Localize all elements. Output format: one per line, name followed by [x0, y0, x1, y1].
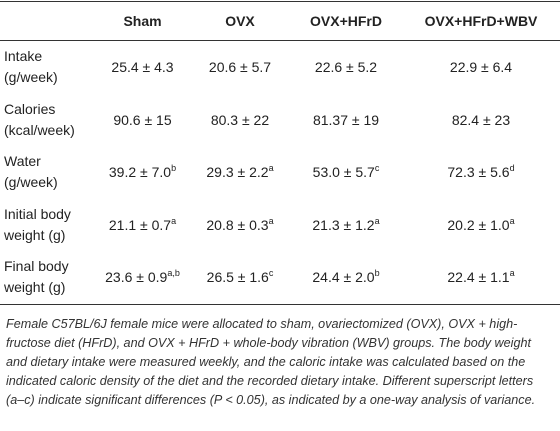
cell-superscript: c — [268, 268, 274, 279]
cell-value: 23.6 ± 0.9 — [105, 269, 168, 286]
column-header: OVX — [190, 1, 290, 41]
row-label-line: Calories — [4, 100, 56, 117]
cell-value: 20.8 ± 0.3 — [206, 216, 269, 233]
column-header: OVX+HFrD — [290, 1, 402, 41]
table-row: Water (g/week) 39.2 ± 7.0b 29.3 ± 2.2a 53.0 … — [0, 146, 560, 199]
table-cell: 22.6 ± 5.2 — [290, 41, 402, 94]
cell-value: 26.5 ± 1.6 — [206, 269, 269, 286]
row-label: Water (g/week) — [0, 146, 95, 199]
table-cell: 25.4 ± 4.3 — [95, 41, 190, 94]
cell-value: 72.3 ± 5.6 — [447, 164, 510, 181]
table-cell: 23.6 ± 0.9a,b — [95, 251, 190, 305]
cell-superscript: a — [509, 268, 515, 279]
cell-superscript: b — [171, 163, 177, 174]
table-cell: 22.4 ± 1.1a — [402, 251, 560, 305]
cell-value: 81.37 ± 19 — [312, 111, 380, 128]
cell-value: 80.3 ± 22 — [210, 111, 270, 128]
table-cell: 21.3 ± 1.2a — [290, 199, 402, 252]
row-label-line: (g/week) — [4, 69, 58, 86]
cell-value: 29.3 ± 2.2 — [206, 164, 269, 181]
header-empty — [0, 1, 95, 41]
cell-value: 20.2 ± 1.0 — [447, 216, 510, 233]
table-cell: 26.5 ± 1.6c — [190, 251, 290, 305]
row-label-line: weight (g) — [4, 226, 66, 243]
cell-value: 21.1 ± 0.7 — [108, 216, 172, 233]
table-body: Intake (g/week) 25.4 ± 4.3 20.6 ± 5.7 22.6 ±… — [0, 41, 560, 305]
cell-superscript: a — [171, 215, 177, 226]
table-row: Intake (g/week) 25.4 ± 4.3 20.6 ± 5.7 22.6 ±… — [0, 41, 560, 94]
cell-value: 22.9 ± 6.4 — [449, 59, 513, 76]
table-cell: 81.37 ± 19 — [290, 94, 402, 147]
table-cell: 39.2 ± 7.0b — [95, 146, 190, 199]
cell-superscript: a — [509, 215, 515, 226]
data-table: Sham OVX OVX+HFrD OVX+HFrD+WBV Intake (g/wee… — [0, 1, 560, 305]
cell-value: 21.3 ± 1.2 — [312, 216, 375, 233]
cell-superscript: a — [374, 215, 380, 226]
cell-value: 22.6 ± 5.2 — [314, 59, 378, 76]
cell-value: 25.4 ± 4.3 — [111, 59, 174, 76]
cell-value: 20.6 ± 5.7 — [208, 59, 272, 76]
cell-superscript: c — [374, 163, 380, 174]
table-row: Final body weight (g) 23.6 ± 0.9a,b 26.5 ± … — [0, 251, 560, 305]
table-cell: 21.1 ± 0.7a — [95, 199, 190, 252]
row-label-line: Water — [4, 153, 41, 170]
header-row: Sham OVX OVX+HFrD OVX+HFrD+WBV — [0, 1, 560, 41]
cell-superscript: d — [509, 163, 515, 174]
cell-superscript: a — [268, 163, 274, 174]
table-row: Calories (kcal/week) 90.6 ± 15 80.3 ± 22 81.… — [0, 94, 560, 147]
row-label-line: (kcal/week) — [4, 121, 75, 138]
column-header: OVX+HFrD+WBV — [402, 1, 560, 41]
table-cell: 24.4 ± 2.0b — [290, 251, 402, 305]
row-label-line: Final body — [4, 258, 69, 275]
table-cell: 90.6 ± 15 — [95, 94, 190, 147]
table-cell: 29.3 ± 2.2a — [190, 146, 290, 199]
cell-superscript: b — [374, 268, 380, 279]
table-cell: 82.4 ± 23 — [402, 94, 560, 147]
column-header: Sham — [95, 1, 190, 41]
row-label-line: Intake — [4, 48, 43, 65]
table-cell: 53.0 ± 5.7c — [290, 146, 402, 199]
row-label-line: Initial body — [4, 205, 71, 222]
row-label: Final body weight (g) — [0, 251, 95, 305]
row-label: Intake (g/week) — [0, 41, 95, 94]
cell-value: 24.4 ± 2.0 — [312, 269, 375, 286]
table-cell: 22.9 ± 6.4 — [402, 41, 560, 94]
cell-superscript: a,b — [167, 268, 180, 279]
table-cell: 80.3 ± 22 — [190, 94, 290, 147]
cell-value: 22.4 ± 1.1 — [447, 269, 510, 286]
table-cell: 72.3 ± 5.6d — [402, 146, 560, 199]
row-label: Calories (kcal/week) — [0, 94, 95, 147]
row-label-line: weight (g) — [4, 279, 66, 296]
table-cell: 20.2 ± 1.0a — [402, 199, 560, 252]
table-cell: 20.6 ± 5.7 — [190, 41, 290, 94]
cell-value: 90.6 ± 15 — [113, 111, 172, 128]
cell-value: 53.0 ± 5.7 — [312, 164, 375, 181]
cell-superscript: a — [268, 215, 274, 226]
row-label-line: (g/week) — [4, 174, 58, 191]
cell-value: 39.2 ± 7.0 — [108, 164, 172, 181]
row-label: Initial body weight (g) — [0, 199, 95, 252]
table-cell: 20.8 ± 0.3a — [190, 199, 290, 252]
caption: Female C57BL/6J female mice were allocat… — [6, 316, 536, 407]
table-row: Initial body weight (g) 21.1 ± 0.7a 20.8 ± … — [0, 199, 560, 252]
cell-value: 82.4 ± 23 — [451, 111, 511, 128]
